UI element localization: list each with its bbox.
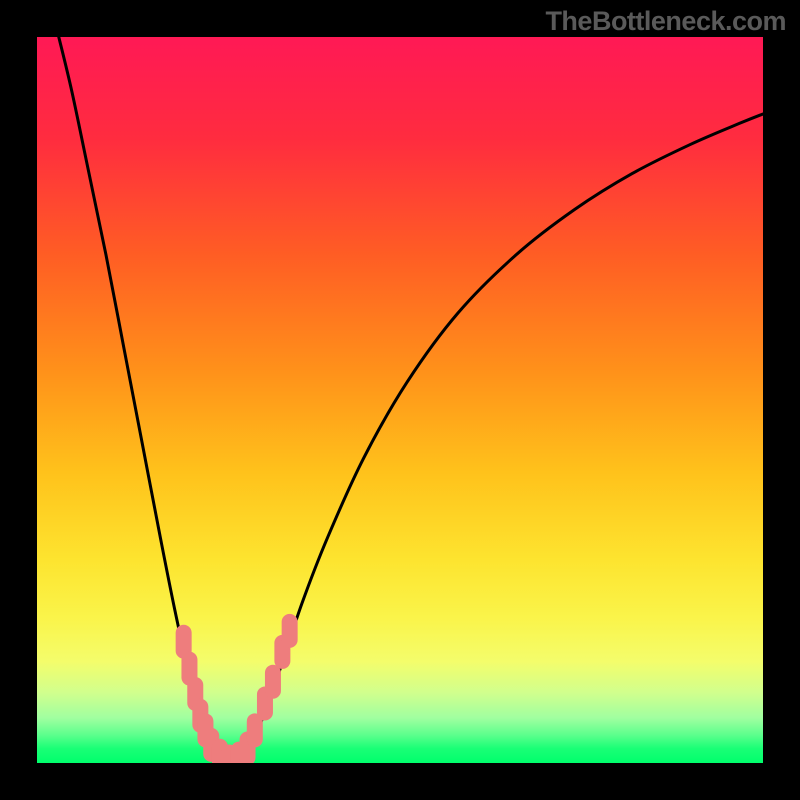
data-markers bbox=[176, 614, 298, 763]
plot-area bbox=[37, 37, 763, 763]
data-marker bbox=[265, 665, 281, 699]
data-marker bbox=[282, 614, 298, 648]
bottleneck-curve bbox=[59, 37, 763, 763]
curve-overlay bbox=[37, 37, 763, 763]
watermark-label: TheBottleneck.com bbox=[545, 6, 786, 37]
canvas-root: TheBottleneck.com bbox=[0, 0, 800, 800]
